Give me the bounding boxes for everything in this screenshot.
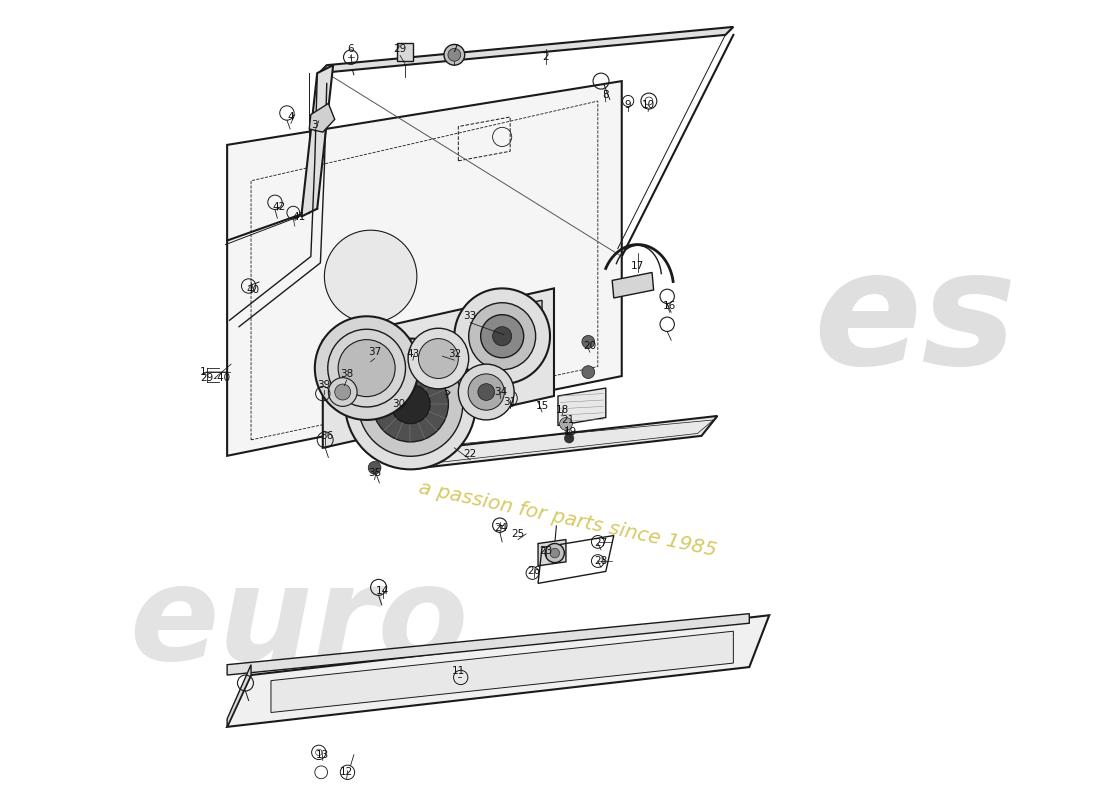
Text: 3: 3 (311, 120, 318, 130)
Text: 36: 36 (320, 431, 333, 441)
Text: 1: 1 (200, 367, 207, 377)
Circle shape (454, 288, 550, 384)
Circle shape (324, 230, 417, 322)
Polygon shape (309, 103, 334, 132)
Circle shape (334, 384, 351, 400)
Polygon shape (227, 614, 749, 675)
Text: 17: 17 (631, 261, 645, 271)
Circle shape (448, 49, 461, 61)
Polygon shape (271, 631, 734, 713)
Circle shape (546, 543, 564, 562)
Text: 13: 13 (316, 750, 329, 760)
Circle shape (444, 45, 464, 65)
Text: 23: 23 (539, 546, 552, 557)
Circle shape (373, 366, 449, 442)
Circle shape (338, 340, 395, 397)
Polygon shape (319, 27, 734, 73)
Text: 32: 32 (448, 349, 461, 358)
Circle shape (345, 338, 476, 470)
Text: 20: 20 (583, 341, 596, 350)
Text: 4: 4 (287, 112, 294, 122)
Text: 11: 11 (452, 666, 465, 676)
Text: a passion for parts since 1985: a passion for parts since 1985 (417, 478, 718, 561)
Circle shape (477, 384, 495, 400)
Text: 43: 43 (406, 349, 419, 358)
Circle shape (329, 378, 358, 406)
Polygon shape (538, 539, 565, 566)
Circle shape (390, 384, 430, 423)
Text: 2: 2 (542, 52, 549, 62)
Circle shape (459, 364, 514, 420)
Text: 39: 39 (317, 380, 330, 390)
Text: 41: 41 (293, 212, 306, 222)
Circle shape (481, 314, 524, 358)
Text: 15: 15 (536, 402, 549, 411)
Text: 19: 19 (564, 427, 578, 437)
Circle shape (469, 302, 536, 370)
Polygon shape (227, 615, 769, 727)
Polygon shape (422, 416, 717, 468)
Text: 35: 35 (368, 468, 382, 478)
Circle shape (564, 434, 574, 443)
Circle shape (582, 366, 595, 378)
Text: 10: 10 (641, 100, 654, 110)
Text: 31: 31 (504, 397, 517, 406)
Polygon shape (471, 300, 542, 364)
Polygon shape (558, 388, 606, 426)
Text: 12: 12 (340, 767, 353, 778)
Polygon shape (613, 273, 653, 298)
Text: 24: 24 (494, 522, 507, 533)
Text: 37: 37 (368, 347, 382, 357)
Text: 33: 33 (464, 311, 477, 322)
Circle shape (315, 316, 418, 420)
Circle shape (418, 338, 459, 378)
Text: 7: 7 (451, 44, 458, 54)
Circle shape (408, 328, 469, 389)
Circle shape (368, 462, 381, 474)
Text: 42: 42 (273, 202, 286, 212)
Text: 5: 5 (443, 387, 450, 397)
Text: 9: 9 (625, 100, 631, 110)
Circle shape (359, 352, 463, 456)
Text: 25: 25 (512, 529, 525, 539)
Circle shape (469, 374, 505, 410)
Text: es: es (813, 242, 1016, 398)
Polygon shape (227, 665, 251, 727)
Text: 8: 8 (603, 90, 609, 101)
Polygon shape (397, 43, 412, 61)
Polygon shape (301, 65, 333, 217)
Text: 29-40: 29-40 (200, 373, 230, 382)
Text: 29: 29 (394, 44, 407, 54)
Circle shape (550, 548, 560, 558)
Circle shape (493, 326, 512, 346)
Text: 34: 34 (494, 387, 507, 397)
Text: 40: 40 (246, 285, 260, 295)
Text: 30: 30 (392, 399, 405, 409)
Text: 18: 18 (556, 406, 569, 415)
Circle shape (560, 418, 572, 430)
Text: euro: euro (129, 560, 469, 686)
Text: 16: 16 (663, 301, 676, 311)
Polygon shape (322, 288, 554, 448)
Text: 14: 14 (376, 586, 389, 596)
Text: 21: 21 (561, 415, 574, 425)
Text: 27: 27 (594, 538, 607, 549)
Text: 22: 22 (464, 450, 477, 459)
Text: 38: 38 (340, 369, 353, 378)
Polygon shape (227, 81, 622, 456)
Circle shape (582, 335, 595, 348)
Text: 6: 6 (348, 44, 354, 54)
Text: 26: 26 (527, 566, 541, 577)
Text: 28: 28 (594, 556, 607, 566)
